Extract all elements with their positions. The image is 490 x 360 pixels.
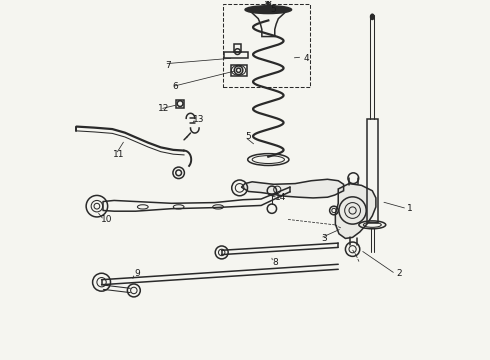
Text: 12: 12: [158, 104, 169, 113]
Text: 7: 7: [165, 61, 171, 70]
Bar: [367, 119, 378, 223]
Text: 8: 8: [272, 258, 278, 267]
Text: 5: 5: [245, 132, 251, 141]
Text: 1: 1: [407, 204, 413, 213]
Polygon shape: [242, 179, 343, 198]
Text: 6: 6: [172, 82, 178, 91]
Ellipse shape: [370, 14, 374, 19]
Text: 3: 3: [321, 234, 327, 243]
Bar: [231, 64, 247, 76]
Text: 2: 2: [396, 269, 402, 278]
Bar: [223, 4, 310, 87]
Ellipse shape: [245, 6, 292, 14]
Text: 13: 13: [194, 114, 205, 123]
Text: 9: 9: [135, 269, 140, 278]
Text: 10: 10: [101, 215, 113, 224]
Text: 11: 11: [113, 150, 124, 159]
Text: 14: 14: [275, 193, 287, 202]
Text: 4: 4: [303, 54, 309, 63]
Polygon shape: [335, 184, 376, 238]
Text: 5: 5: [270, 5, 276, 14]
Bar: [176, 100, 184, 108]
Bar: [224, 51, 247, 58]
Bar: [234, 44, 241, 51]
